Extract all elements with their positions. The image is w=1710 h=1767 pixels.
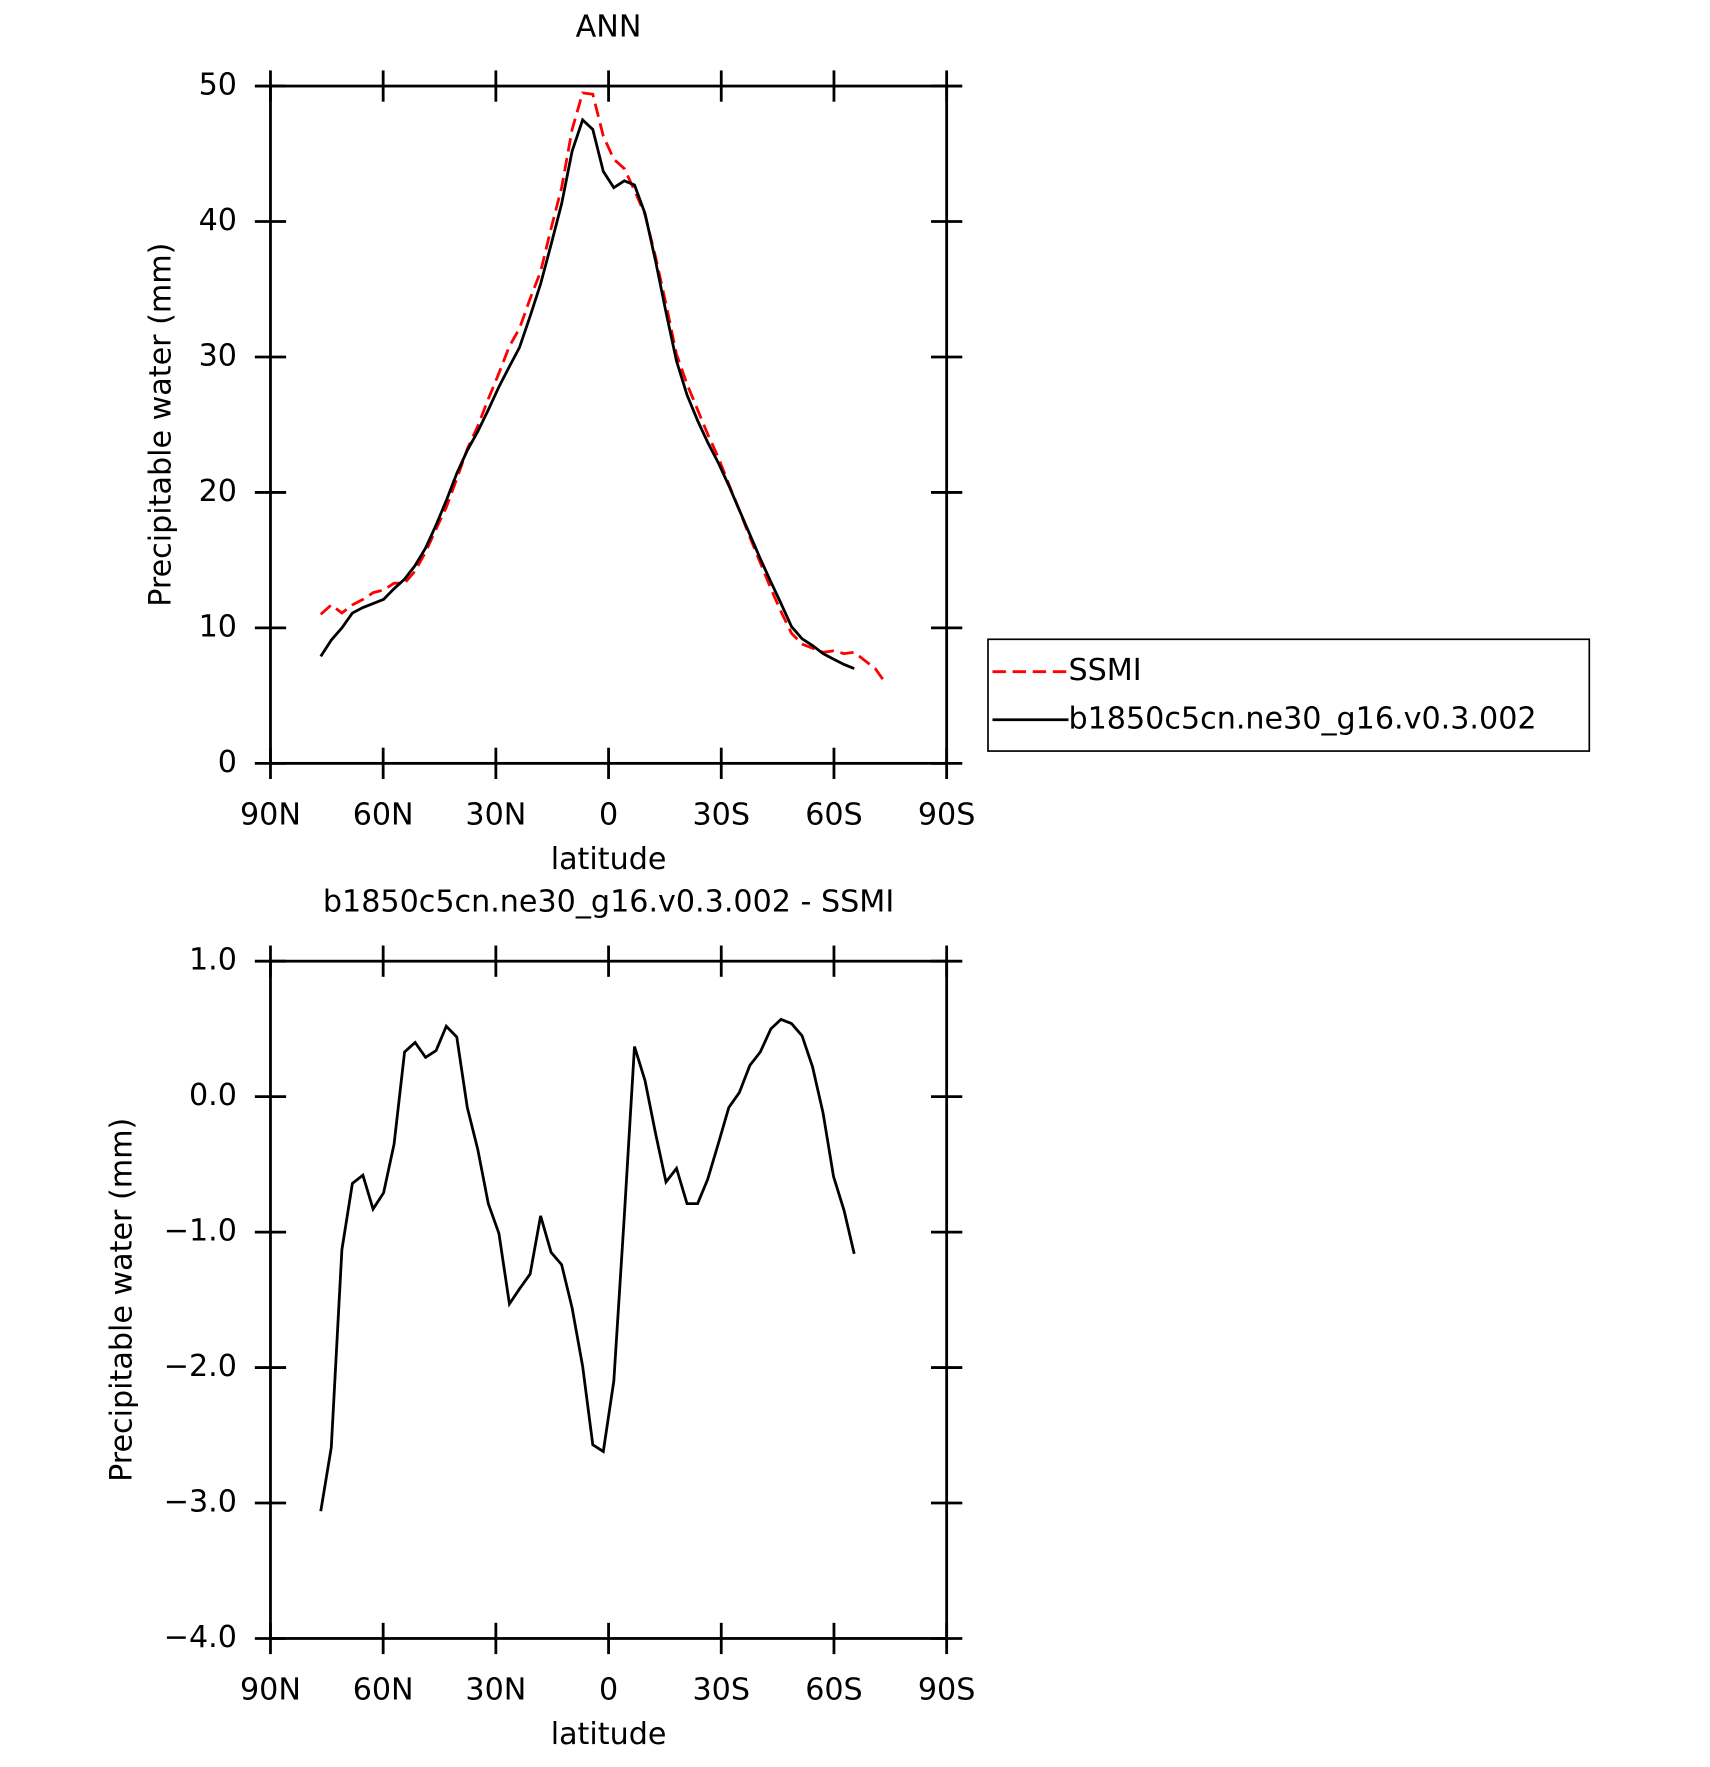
- y-tick-label: −2.0: [164, 1349, 237, 1384]
- x-tick-label: 60N: [353, 1673, 414, 1708]
- data-line: [319, 117, 855, 670]
- x-axis-label: latitude: [551, 842, 667, 877]
- y-axis-label: Precipitable water (mm): [144, 243, 179, 607]
- x-tick-label: 30N: [465, 1673, 526, 1708]
- plot-frame: [269, 84, 949, 765]
- x-tick-label: 30S: [692, 1673, 750, 1708]
- plot-frame: [269, 959, 949, 1640]
- x-tick-label: 60S: [805, 1673, 863, 1708]
- y-axis-label: Precipitable water (mm): [104, 1118, 139, 1482]
- y-tick-label: 20: [199, 474, 237, 509]
- x-tick-label: 30N: [465, 797, 526, 832]
- y-tick-label: 40: [199, 203, 237, 238]
- x-tick-label: 0: [599, 1673, 618, 1708]
- y-tick-label: 50: [199, 68, 237, 103]
- data-line: [319, 1017, 856, 1512]
- legend-label: SSMI: [1068, 653, 1141, 688]
- data-line: [319, 91, 887, 685]
- legend-label: b1850c5cn.ne30_g16.v0.3.002: [1068, 701, 1536, 736]
- y-tick-label: 0.0: [189, 1078, 237, 1113]
- x-tick-label: 60N: [353, 797, 414, 832]
- y-tick-label: 30: [199, 338, 237, 373]
- y-tick-label: −3.0: [164, 1485, 237, 1520]
- y-tick-label: 10: [199, 609, 237, 644]
- x-tick-label: 90S: [918, 1673, 976, 1708]
- chart-title: b1850c5cn.ne30_g16.v0.3.002 - SSMI: [323, 885, 894, 920]
- x-tick-label: 90S: [918, 797, 976, 832]
- y-tick-label: −4.0: [164, 1620, 237, 1655]
- x-tick-label: 0: [599, 797, 618, 832]
- x-tick-label: 90N: [240, 797, 301, 832]
- x-tick-label: 90N: [240, 1673, 301, 1708]
- x-tick-label: 60S: [805, 797, 863, 832]
- legend-box: [987, 638, 1591, 752]
- y-tick-label: −1.0: [164, 1214, 237, 1249]
- x-axis-label: latitude: [551, 1717, 667, 1752]
- y-tick-label: 0: [218, 745, 237, 780]
- y-tick-label: 1.0: [189, 943, 237, 978]
- chart-title: ANN: [576, 9, 642, 44]
- x-tick-label: 30S: [692, 797, 750, 832]
